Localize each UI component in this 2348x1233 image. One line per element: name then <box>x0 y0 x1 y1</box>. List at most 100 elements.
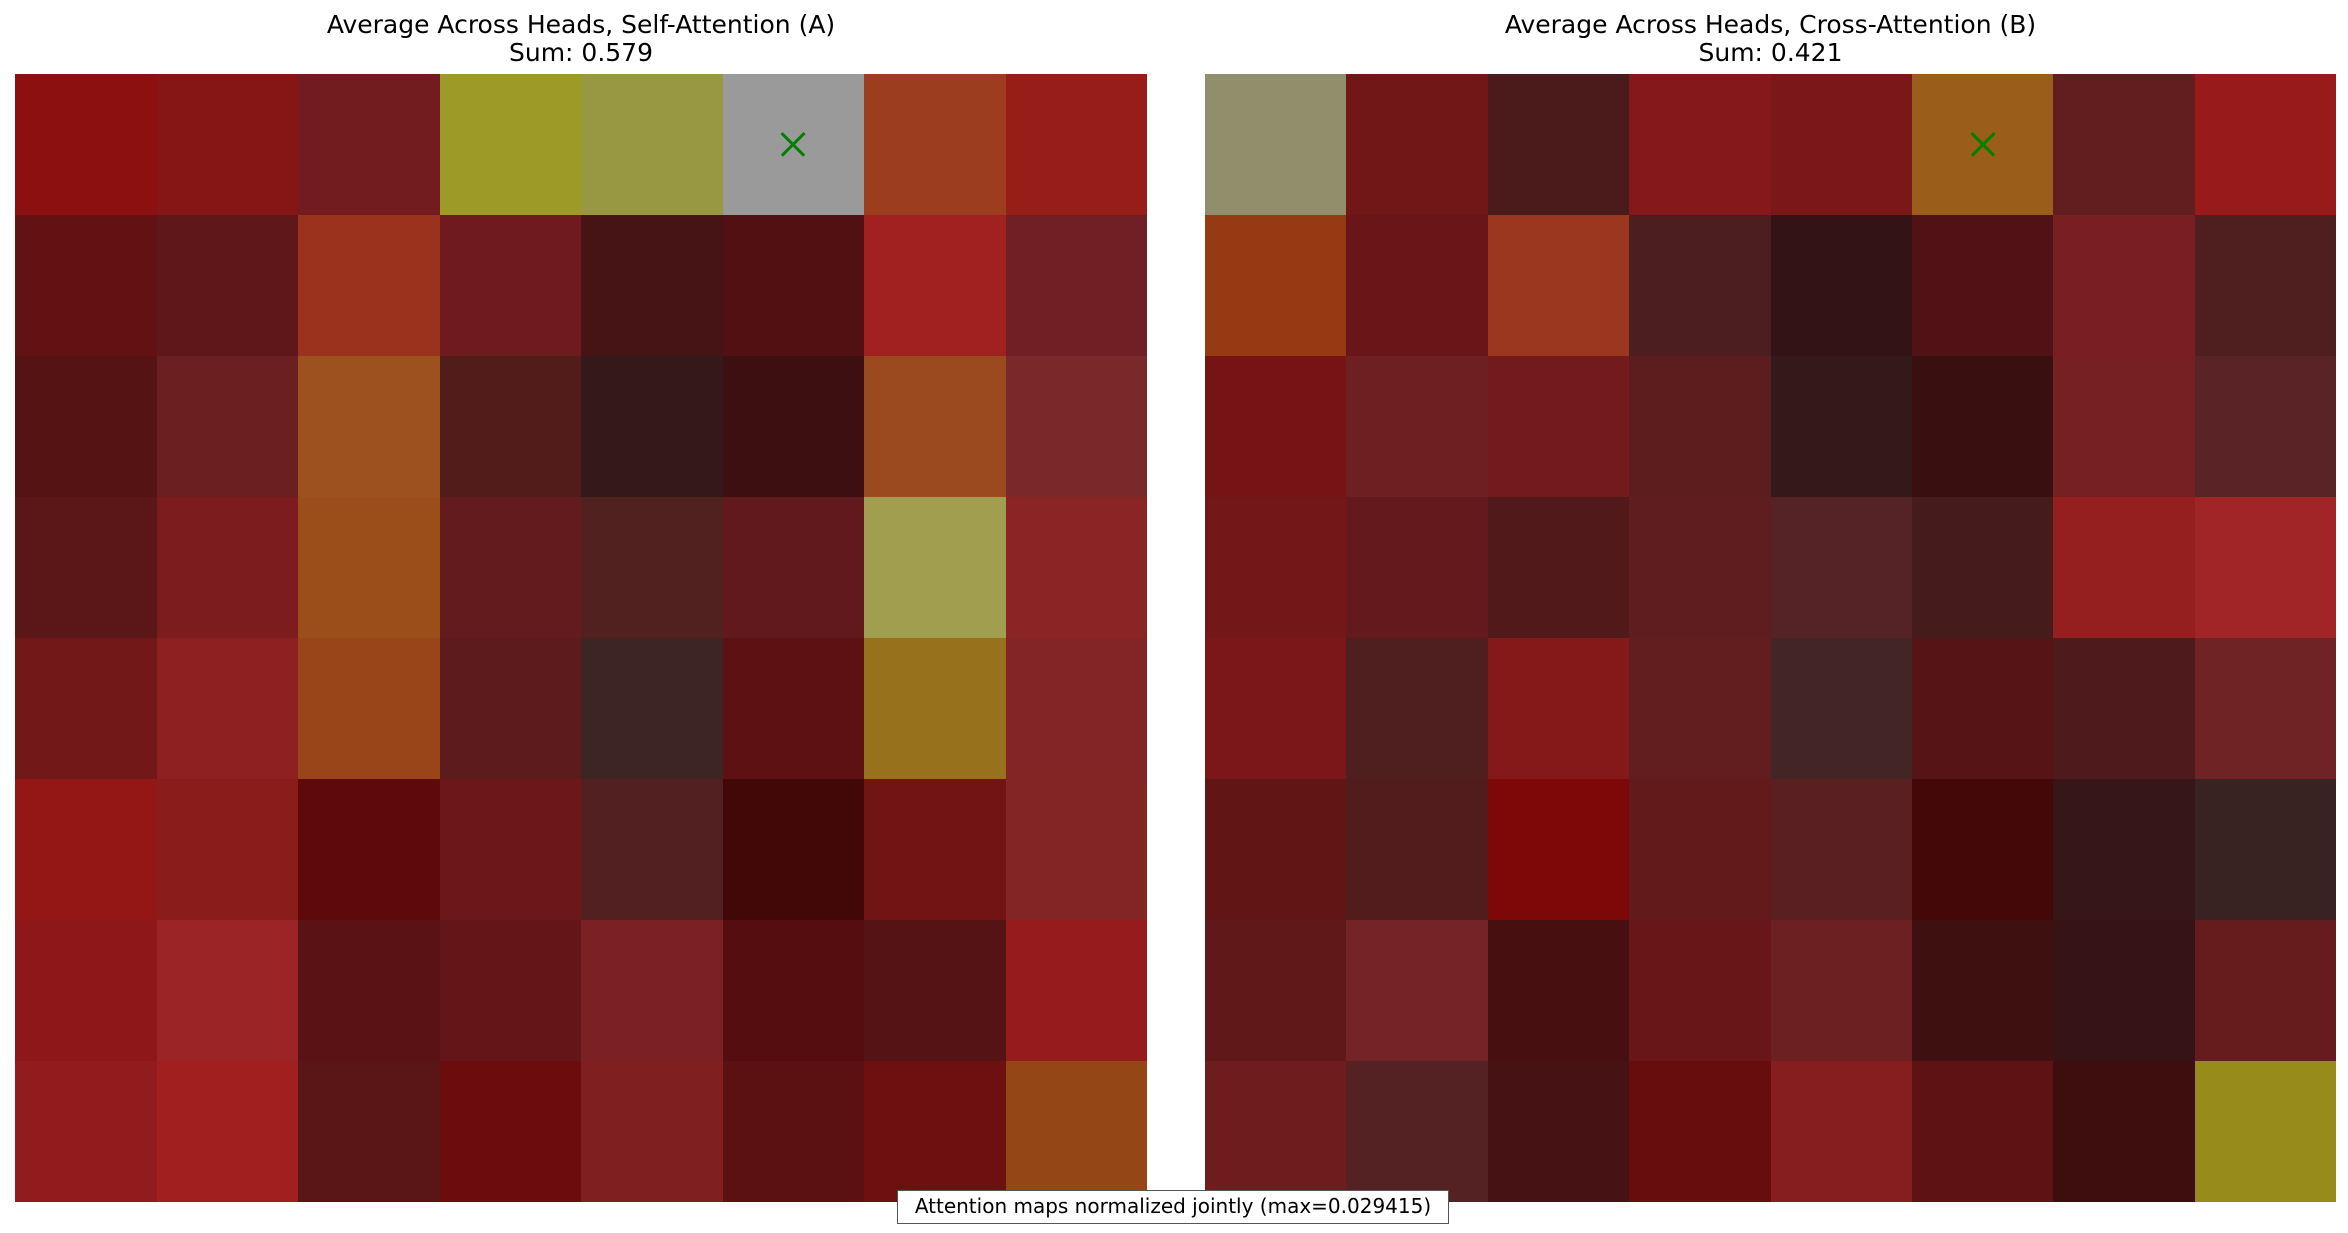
heatmap-cell <box>298 1061 440 1202</box>
heatmap-cell <box>1205 356 1347 497</box>
heatmap-cell <box>439 74 581 215</box>
heatmap-cell <box>156 638 298 779</box>
heatmap-cell <box>2053 1061 2195 1202</box>
heatmap-cell <box>2053 497 2195 638</box>
heatmap-cell <box>2053 779 2195 920</box>
heatmap-cell <box>1911 779 2054 920</box>
heatmap-cell <box>1629 74 1771 215</box>
heatmap-cell <box>15 638 157 779</box>
heatmap-cell <box>1770 638 1912 779</box>
heatmap-cell <box>2194 356 2336 497</box>
heatmap-cell <box>1770 356 1912 497</box>
heatmap-cell <box>2194 920 2336 1061</box>
heatmap-cell <box>1005 74 1147 215</box>
heatmap-cell <box>1346 497 1488 638</box>
heatmap-cell <box>15 356 157 497</box>
heatmap-cell <box>1346 356 1488 497</box>
heatmap-cell <box>1487 356 1630 497</box>
panel-title: Average Across Heads, Self-Attention (A) <box>326 10 836 39</box>
heatmap-cell <box>298 215 440 356</box>
heatmap-cell <box>1205 779 1347 920</box>
heatmap-cell <box>1911 356 2054 497</box>
heatmap-cell <box>2053 74 2195 215</box>
heatmap-cell <box>1346 638 1488 779</box>
heatmap-cell <box>864 920 1006 1061</box>
heatmap-cross-attention <box>1205 74 2336 1202</box>
heatmap-cell <box>156 779 298 920</box>
heatmap-cell <box>1911 74 2054 215</box>
heatmap-cell <box>1770 1061 1912 1202</box>
heatmap-cell <box>1346 779 1488 920</box>
heatmap-cell <box>2053 215 2195 356</box>
heatmap-cell <box>1911 638 2054 779</box>
heatmap-cell <box>581 497 723 638</box>
heatmap-cell <box>156 215 298 356</box>
heatmap-cell <box>1005 356 1147 497</box>
heatmap-cell <box>298 920 440 1061</box>
heatmap-cell <box>298 497 440 638</box>
heatmap-cell <box>581 215 723 356</box>
heatmap-cell <box>439 638 581 779</box>
heatmap-cell <box>1346 1061 1488 1202</box>
heatmap-cell <box>1487 920 1630 1061</box>
heatmap-cell <box>1770 497 1912 638</box>
heatmap-cell <box>1629 1061 1771 1202</box>
heatmap-cell <box>1770 779 1912 920</box>
heatmap-cell <box>2194 779 2336 920</box>
heatmap-cell <box>15 497 157 638</box>
panel-subtitle: Sum: 0.421 <box>1698 38 1843 67</box>
heatmap-cell <box>1005 497 1147 638</box>
heatmap-cell <box>156 920 298 1061</box>
heatmap-cell <box>439 497 581 638</box>
heatmap-cell <box>1005 1061 1147 1202</box>
heatmap-cell <box>722 497 864 638</box>
heatmap-cell <box>1629 215 1771 356</box>
heatmap-cell <box>1346 74 1488 215</box>
heatmap-cell <box>581 1061 723 1202</box>
heatmap-cell <box>1205 638 1347 779</box>
heatmap-cell <box>2194 215 2336 356</box>
heatmap-cell <box>1629 497 1771 638</box>
heatmap-cell <box>15 215 157 356</box>
heatmap-cell <box>1629 920 1771 1061</box>
heatmap-cell <box>864 1061 1006 1202</box>
panel-subtitle: Sum: 0.579 <box>508 38 653 67</box>
heatmap-cell <box>1346 215 1488 356</box>
heatmap-cell <box>1770 920 1912 1061</box>
heatmap-cell <box>439 215 581 356</box>
heatmap-cell <box>864 497 1006 638</box>
heatmap-cell <box>1205 215 1347 356</box>
heatmap-cell <box>1487 215 1630 356</box>
heatmap-cell <box>298 356 440 497</box>
heatmap-self-attention <box>15 74 1147 1202</box>
heatmap-cell <box>722 1061 864 1202</box>
heatmap-cell <box>1629 356 1771 497</box>
heatmap-cell <box>1005 638 1147 779</box>
heatmap-cell <box>1911 1061 2054 1202</box>
heatmap-cell <box>1005 215 1147 356</box>
heatmap-cell <box>722 215 864 356</box>
heatmap-cell <box>156 1061 298 1202</box>
heatmap-cell <box>15 920 157 1061</box>
heatmap-cell <box>439 356 581 497</box>
heatmap-cell <box>1911 920 2054 1061</box>
normalization-note: Attention maps normalized jointly (max=0… <box>897 1190 1449 1224</box>
heatmap-cell <box>2053 638 2195 779</box>
heatmap-cell <box>1487 779 1630 920</box>
heatmap-cell <box>1005 920 1147 1061</box>
panel-title: Average Across Heads, Cross-Attention (B… <box>1504 10 2037 39</box>
heatmap-cell <box>1911 215 2054 356</box>
heatmap-cell <box>722 779 864 920</box>
heatmap-cell <box>15 1061 157 1202</box>
heatmap-cell <box>1770 215 1912 356</box>
heatmap-cell <box>1770 74 1912 215</box>
heatmap-cell <box>1487 74 1630 215</box>
heatmap-cell <box>1205 1061 1347 1202</box>
heatmap-cell <box>2053 920 2195 1061</box>
heatmap-cell <box>1487 638 1630 779</box>
heatmap-cell <box>1629 779 1771 920</box>
heatmap-cell <box>864 215 1006 356</box>
heatmap-cell <box>864 779 1006 920</box>
heatmap-cell <box>1005 779 1147 920</box>
heatmap-cell <box>581 356 723 497</box>
